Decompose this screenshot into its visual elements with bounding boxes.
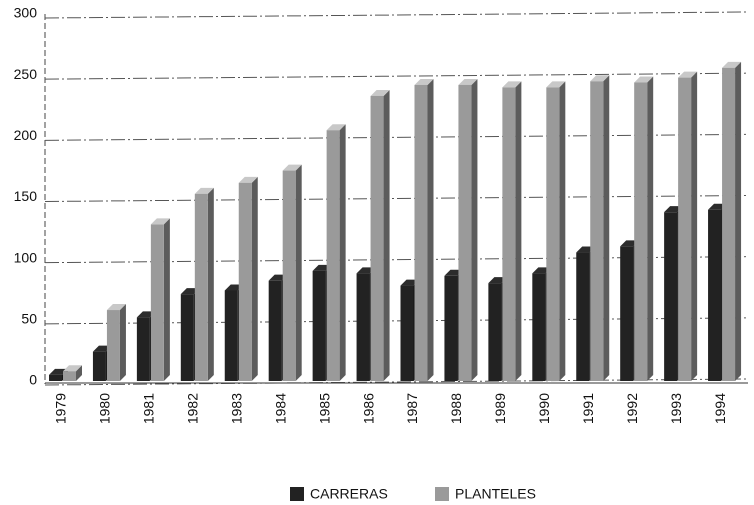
x-tick-label: 1982 [185, 393, 201, 424]
bar-side [383, 89, 390, 382]
bar [356, 273, 370, 381]
bar [224, 290, 238, 381]
bar-side [471, 78, 478, 381]
bar-side [427, 78, 434, 381]
bar-side [603, 75, 610, 382]
bar-side [163, 218, 170, 381]
grid-line [44, 133, 749, 141]
bar [326, 130, 340, 381]
bar-top [458, 78, 478, 85]
bar [194, 193, 208, 381]
y-tick-label: 300 [14, 5, 38, 21]
x-tick-label: 1988 [448, 393, 464, 424]
bar-side [735, 61, 742, 382]
bar [136, 317, 150, 381]
bar-top [414, 78, 434, 85]
bar-side [339, 124, 346, 381]
bar-side [207, 187, 214, 381]
bar [106, 310, 120, 381]
x-tick-label: 1987 [404, 393, 420, 424]
bar [620, 246, 634, 381]
grid-line [44, 72, 749, 80]
bar [268, 280, 282, 381]
x-tick-label: 1992 [624, 393, 640, 424]
bar [722, 67, 736, 382]
x-tick-label: 1985 [316, 393, 332, 424]
bar-top [722, 61, 742, 68]
bar [546, 87, 560, 382]
bar-top [63, 365, 82, 372]
y-tick-label: 150 [14, 188, 38, 204]
bar-side [515, 81, 522, 382]
bar [590, 81, 604, 382]
bar [180, 294, 194, 381]
bar-top [590, 75, 610, 82]
y-tick-label: 50 [21, 311, 37, 327]
grid-line [44, 195, 749, 202]
bar [92, 351, 106, 381]
x-tick-label: 1979 [53, 393, 69, 424]
legend-swatch [435, 487, 449, 501]
bar-top [502, 81, 522, 88]
bar [282, 170, 296, 381]
bar-side [295, 164, 302, 381]
x-tick-label: 1983 [228, 393, 244, 424]
bar [49, 374, 62, 381]
y-tick-label: 200 [14, 127, 38, 143]
bar [532, 273, 546, 381]
bar-top [238, 176, 258, 183]
bar [400, 285, 414, 381]
bar [664, 212, 678, 381]
bar-side [647, 76, 654, 382]
bar [238, 182, 252, 381]
bar [444, 275, 458, 381]
bar-side [559, 81, 566, 382]
legend-swatch [290, 487, 304, 501]
bar-side [251, 176, 258, 381]
bar [678, 77, 692, 381]
bar [708, 209, 722, 381]
y-tick-label: 250 [14, 66, 38, 82]
x-tick-label: 1990 [536, 393, 552, 424]
bar-top [370, 89, 390, 96]
x-tick-label: 1989 [492, 393, 508, 424]
grid-line [44, 11, 749, 19]
bar-top [282, 164, 302, 171]
bar-top [150, 218, 170, 225]
bar [312, 270, 326, 381]
x-tick-label: 1984 [272, 393, 288, 424]
bar-side [76, 365, 82, 381]
bar-top [546, 81, 566, 88]
bar [414, 84, 428, 381]
bar-side [119, 304, 126, 381]
bar [63, 371, 76, 381]
x-tick-label: 1986 [360, 393, 376, 424]
bar [502, 87, 516, 382]
y-tick-label: 0 [29, 372, 37, 388]
legend-label: PLANTELES [455, 486, 536, 502]
x-tick-label: 1994 [712, 393, 728, 424]
bar-top [326, 124, 346, 131]
x-tick-label: 1991 [580, 393, 596, 424]
bar-top [106, 304, 126, 311]
x-tick-label: 1981 [141, 393, 157, 424]
y-tick-label: 100 [14, 249, 38, 265]
bar [634, 82, 648, 382]
x-tick-label: 1980 [97, 393, 113, 424]
bar-top [678, 71, 698, 78]
bar [150, 224, 164, 381]
bar [458, 84, 472, 381]
x-tick-label: 1993 [668, 393, 684, 424]
bar [370, 95, 384, 382]
bar [488, 283, 502, 381]
bar [576, 252, 590, 381]
bar-top [194, 187, 214, 194]
bar-top [634, 76, 654, 83]
legend-label: CARRERAS [310, 486, 388, 502]
bar-side [691, 71, 698, 381]
